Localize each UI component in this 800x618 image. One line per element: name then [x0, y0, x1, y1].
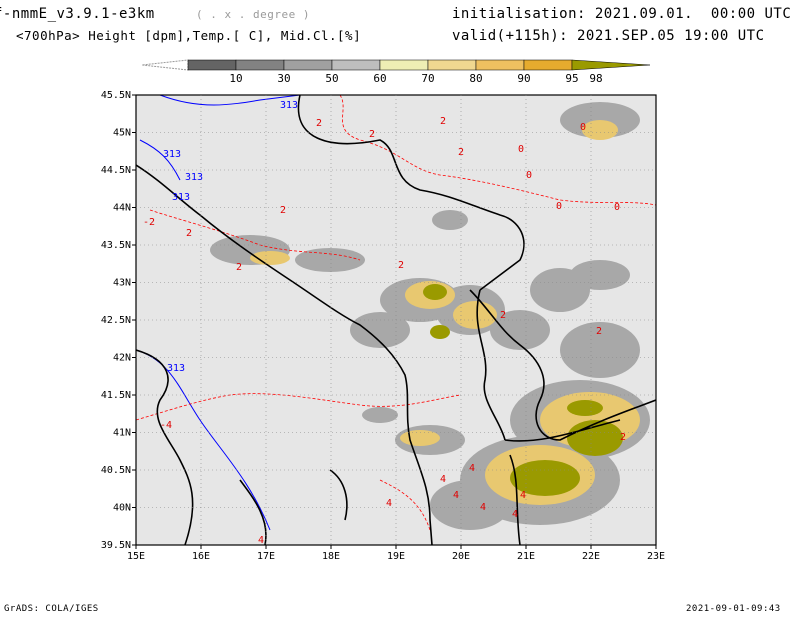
colorbar-label: 98 — [589, 72, 602, 85]
lat-label: 42.5N — [101, 315, 131, 326]
temp-contour-label: 0 — [614, 202, 620, 213]
longitude-labels: 15E 16E 17E 18E 19E 20E 21E 22E 23E — [127, 551, 665, 562]
temp-contour-label: 2 — [316, 118, 322, 129]
colorbar-label: 70 — [421, 72, 434, 85]
colorbar-label: 50 — [325, 72, 338, 85]
temp-contour-label: 4 — [258, 535, 264, 546]
temp-contour-label: 2 — [596, 326, 602, 337]
lat-label: 39.5N — [101, 540, 131, 551]
temp-contour — [136, 95, 656, 531]
colorbar-label: 10 — [229, 72, 242, 85]
lon-label: 22E — [582, 551, 600, 562]
temp-contour-label: 0 — [518, 144, 524, 155]
temp-contour-label: 2 — [620, 432, 626, 443]
temp-contour-label: 4 — [520, 490, 526, 501]
graticule — [132, 94, 657, 549]
colorbar-label: 90 — [517, 72, 530, 85]
temp-contour-label: 2 — [440, 116, 446, 127]
model-title: f-nmmE_v3.9.1-e3km — [0, 6, 155, 22]
colorbar-label: 95 — [565, 72, 578, 85]
lon-label: 21E — [517, 551, 535, 562]
height-contour-label: 313 — [185, 172, 203, 183]
height-contour-label: 313 — [163, 149, 181, 160]
temp-contour-label: -2 — [143, 217, 155, 228]
colorbar-box — [571, 59, 651, 71]
lat-label: 43.5N — [101, 240, 131, 251]
lat-label: 45.5N — [101, 90, 131, 101]
lon-label: 15E — [127, 551, 145, 562]
colorbar: 10 30 50 60 70 80 90 95 98 — [141, 59, 651, 85]
temp-contour-label: 4 — [480, 502, 486, 513]
height-contour-label: 313 — [280, 100, 298, 111]
lat-label: 42N — [113, 353, 131, 364]
temp-contour-label: 2 — [280, 205, 286, 216]
temp-contour-label: -4 — [160, 420, 172, 431]
height-contour-label: 313 — [172, 192, 190, 203]
lon-label: 19E — [387, 551, 405, 562]
footer-credit: GrADS: COLA/IGES — [4, 604, 99, 614]
temp-contour-label: 0 — [580, 122, 586, 133]
temp-contour-label: 4 — [440, 474, 446, 485]
valid-time: valid(+115h): 2021.SEP.05 19:00 UTC — [452, 28, 765, 44]
lat-label: 45N — [113, 128, 131, 139]
colorbar-label: 30 — [277, 72, 290, 85]
footer-timestamp: 2021-09-01-09:43 — [686, 604, 781, 614]
field-title: <700hPa> Height [dpm],Temp.[ C], Mid.Cl.… — [16, 28, 362, 43]
latitude-labels: 45.5N 45N 44.5N 44N 43.5N 43N 42.5N 42N 41.5N 41N… — [101, 90, 131, 551]
temp-contour-label: 2 — [398, 260, 404, 271]
temp-contour-label: 2 — [458, 147, 464, 158]
temp-contour-label: 4 — [453, 490, 459, 501]
temp-contour-label: 4 — [469, 463, 475, 474]
colorbar-label: 60 — [373, 72, 386, 85]
lon-label: 18E — [322, 551, 340, 562]
temp-contour-label: 4 — [386, 498, 392, 509]
lat-label: 41N — [113, 428, 131, 439]
temp-contour-label: 4 — [512, 509, 518, 520]
lat-label: 43N — [113, 278, 131, 289]
lat-label: 41.5N — [101, 390, 131, 401]
units-hint: ( . x . degree ) — [196, 8, 310, 21]
lat-label: 44N — [113, 203, 131, 214]
cloud-cover-layer — [210, 102, 650, 530]
temp-contour-label: 2 — [236, 262, 242, 273]
coastline — [136, 95, 656, 545]
temp-contour-label: 0 — [556, 201, 562, 212]
lat-label: 44.5N — [101, 165, 131, 176]
lon-label: 20E — [452, 551, 470, 562]
init-time: initialisation: 2021.09.01. 00:00 UTC — [452, 6, 792, 22]
lon-label: 23E — [647, 551, 665, 562]
height-contour-label: 313 — [167, 363, 185, 374]
lat-label: 40N — [113, 503, 131, 514]
temp-contour-label: 0 — [526, 170, 532, 181]
temp-contour-label: 2 — [186, 228, 192, 239]
lon-label: 17E — [257, 551, 275, 562]
colorbar-label: 80 — [469, 72, 482, 85]
lat-label: 40.5N — [101, 465, 131, 476]
temp-contour-label: 2 — [500, 310, 506, 321]
temp-contour-label: 2 — [369, 129, 375, 140]
lon-label: 16E — [192, 551, 210, 562]
